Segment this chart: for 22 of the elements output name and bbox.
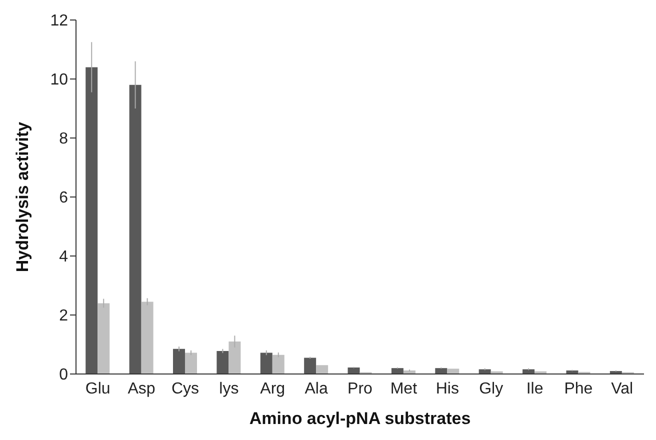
y-tick-label: 12 (50, 12, 68, 30)
x-tick-label: Val (611, 380, 634, 398)
y-tick-label: 4 (59, 248, 68, 266)
y-tick-label: 8 (59, 130, 68, 148)
x-tick-label: Pro (348, 380, 373, 398)
x-tick-label: Cys (171, 380, 200, 398)
x-tick-label: His (436, 380, 459, 398)
x-tick-label: Arg (260, 380, 286, 398)
y-tick-label: 10 (50, 72, 68, 89)
y-tick-label: 6 (59, 190, 68, 207)
x-tick-label: Ile (526, 380, 544, 398)
x-tick-label: Ala (304, 380, 328, 398)
x-tick-label: lys (219, 380, 239, 398)
x-tick-label: Asp (128, 380, 156, 398)
y-axis-title: Hydrolysis activity (13, 121, 32, 272)
x-tick-label: Glu (85, 380, 110, 398)
x-tick-label: Met (390, 380, 418, 398)
x-tick-label: Phe (564, 380, 593, 398)
y-tick-label: 2 (59, 308, 68, 325)
x-tick-label: Gly (479, 380, 504, 398)
x-axis-title: Amino acyl-pNA substrates (249, 409, 471, 428)
y-tick-label: 0 (59, 366, 68, 384)
